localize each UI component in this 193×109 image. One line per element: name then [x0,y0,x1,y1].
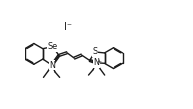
Text: N: N [49,61,55,70]
Text: N: N [93,58,99,67]
Text: S: S [92,47,98,56]
Text: I⁻: I⁻ [64,22,72,32]
Text: Se: Se [48,42,58,51]
Text: +: + [96,59,102,64]
